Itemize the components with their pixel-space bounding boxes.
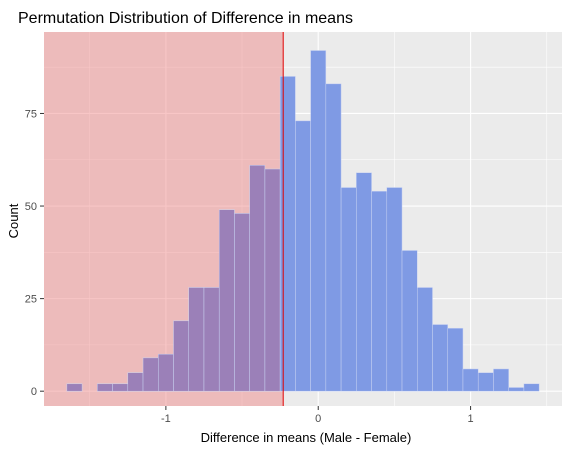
histogram-bar — [371, 190, 388, 392]
histogram-bar — [447, 327, 464, 392]
histogram-bar — [112, 383, 129, 392]
histogram-bar — [264, 168, 281, 392]
histogram-bar — [340, 187, 357, 392]
x-tick-label: 0 — [315, 413, 321, 425]
histogram-bar — [310, 50, 327, 392]
histogram-bar — [97, 383, 113, 392]
histogram-bar — [142, 357, 159, 392]
histogram-bar — [523, 383, 540, 392]
histogram-bar — [203, 287, 220, 392]
y-tick-label: 0 — [31, 386, 37, 398]
x-tick-label: 1 — [468, 413, 474, 425]
histogram-bar — [218, 209, 235, 392]
y-tick-label: 75 — [25, 108, 37, 120]
histogram-bar — [386, 187, 403, 392]
histogram-bar — [462, 368, 479, 392]
histogram-bar — [401, 250, 418, 392]
histogram-bar — [234, 213, 250, 392]
histogram-bar — [325, 83, 342, 392]
histogram-bar — [173, 320, 189, 392]
histogram-bar — [417, 287, 433, 392]
histogram-bar — [127, 372, 144, 392]
y-axis-title: Count — [6, 203, 21, 238]
histogram-bars — [66, 50, 540, 392]
histogram-bar — [356, 172, 372, 392]
histogram-bar — [508, 387, 525, 392]
histogram-bar — [279, 76, 296, 392]
histogram-bar — [66, 383, 83, 392]
histogram-bar — [188, 287, 205, 392]
y-axis-ticks: 0 25 50 75 — [25, 108, 44, 398]
histogram-bar — [432, 324, 448, 392]
y-tick-label: 50 — [25, 201, 37, 213]
histogram-bar — [295, 120, 311, 392]
x-axis-title: Difference in means (Male - Female) — [201, 430, 412, 445]
x-tick-label: -1 — [161, 413, 171, 425]
histogram-bar — [493, 368, 509, 392]
x-axis-ticks: -1 0 1 — [161, 406, 474, 425]
histogram-bar — [249, 165, 266, 392]
y-tick-label: 25 — [25, 294, 37, 306]
histogram-bar — [158, 353, 174, 392]
chart-title: Permutation Distribution of Difference i… — [18, 10, 353, 27]
histogram-bar — [477, 372, 494, 392]
